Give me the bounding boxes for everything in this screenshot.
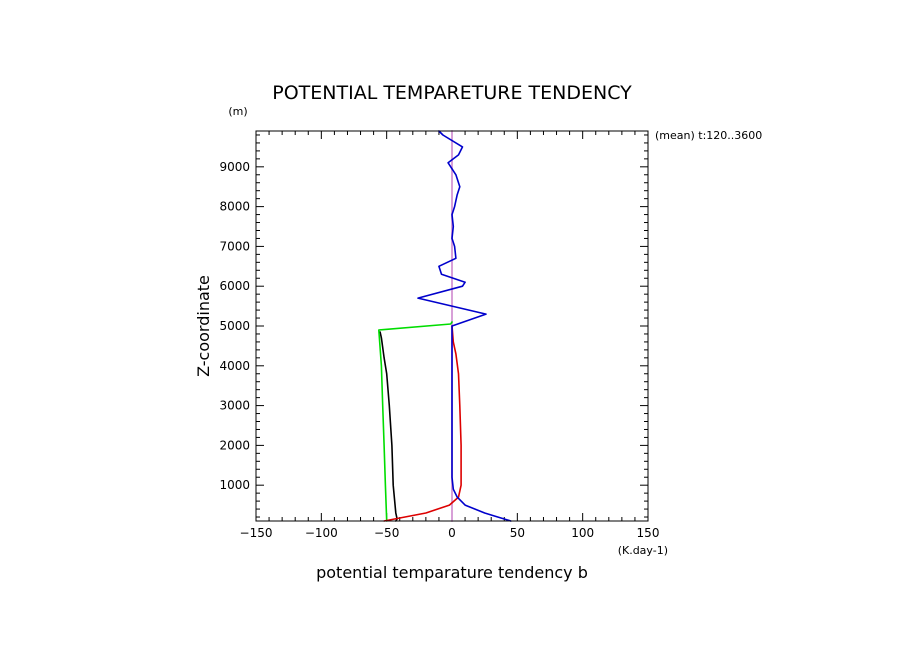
x-tick-label: −100 xyxy=(305,526,338,540)
x-unit-label: (K.day-1) xyxy=(618,544,668,557)
x-tick-label: 150 xyxy=(637,526,660,540)
y-tick-label: 6000 xyxy=(219,279,250,293)
x-tick-label: −50 xyxy=(374,526,399,540)
plot-frame xyxy=(255,130,649,522)
x-tick-label: 0 xyxy=(448,526,456,540)
x-tick-label: 50 xyxy=(510,526,525,540)
series-line-1 xyxy=(377,321,453,522)
axis-ticks: −150 −100 −50 0 50 100 150 1000 2000 3000 4000 5000… xyxy=(219,131,659,540)
y-tick-label: 1000 xyxy=(219,478,250,492)
y-tick-label: 2000 xyxy=(219,438,250,452)
mean-annotation: (mean) t:120..3600 xyxy=(655,129,762,142)
y-tick-label: 8000 xyxy=(219,200,250,214)
series-line-2 xyxy=(383,325,462,522)
series-line-3 xyxy=(417,130,512,522)
chart-title: POTENTIAL TEMPARETURE TENDENCY xyxy=(272,82,632,104)
x-tick-label: −150 xyxy=(240,526,273,540)
plot-series xyxy=(377,130,512,522)
y-axis-label: Z-coordinate xyxy=(194,275,213,377)
y-tick-label: 3000 xyxy=(219,399,250,413)
y-tick-label: 5000 xyxy=(219,319,250,333)
x-axis-label: potential temparature tendency b xyxy=(316,563,588,582)
y-tick-label: 4000 xyxy=(219,359,250,373)
x-tick-label: 100 xyxy=(571,526,594,540)
series-line-0 xyxy=(379,331,398,522)
y-unit-label: (m) xyxy=(228,105,247,118)
y-tick-label: 7000 xyxy=(219,239,250,253)
y-tick-label: 9000 xyxy=(219,160,250,174)
